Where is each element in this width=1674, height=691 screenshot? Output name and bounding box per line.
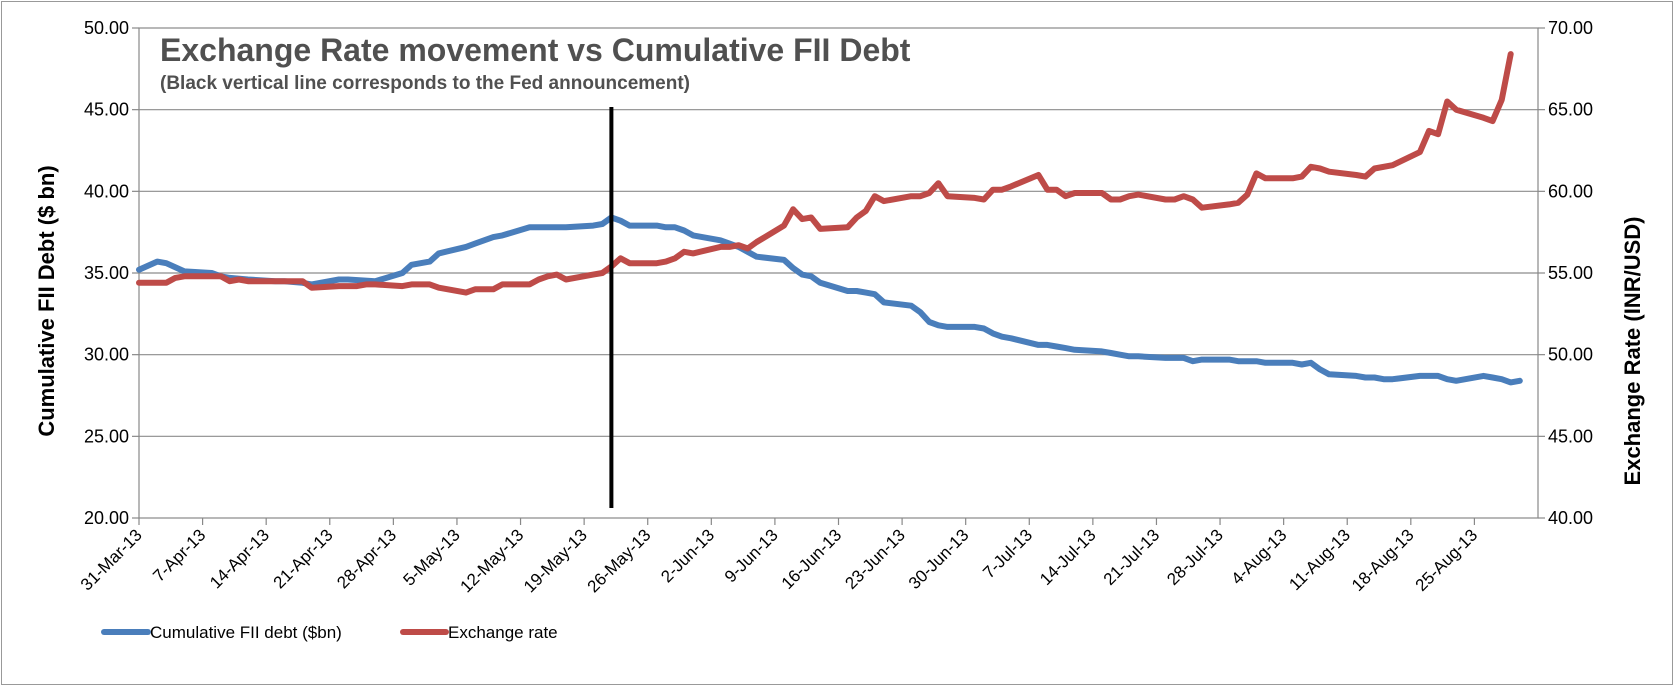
y-tick-label-left: 40.00	[84, 181, 129, 201]
y-tick-label-right: 45.00	[1548, 426, 1593, 446]
y-tick-label-right: 50.00	[1548, 345, 1593, 365]
y-tick-label-left: 25.00	[84, 426, 129, 446]
y-tick-label-left: 35.00	[84, 263, 129, 283]
series-line-fii-debt	[136, 214, 1523, 386]
y-axis-title-right: Exchange Rate (INR/USD)	[1620, 217, 1645, 486]
chart-title: Exchange Rate movement vs Cumulative FII…	[160, 32, 911, 68]
gridlines	[139, 109, 1538, 437]
legend-label-fii-debt: Cumulative FII debt ($bn)	[150, 623, 342, 642]
y-axis-title-left: Cumulative FII Debt ($ bn)	[34, 165, 59, 436]
y-tick-label-left: 50.00	[84, 18, 129, 38]
y-tick-label-left: 30.00	[84, 345, 129, 365]
y-tick-label-left: 20.00	[84, 508, 129, 528]
y-tick-label-right: 40.00	[1548, 508, 1593, 528]
y-tick-label-right: 55.00	[1548, 263, 1593, 283]
y-tick-label-right: 65.00	[1548, 100, 1593, 120]
series-lines	[136, 51, 1523, 386]
series-line-exchange-rate	[136, 51, 1514, 296]
y-tick-label-right: 60.00	[1548, 181, 1593, 201]
legend: Cumulative FII debt ($bn) Exchange rate	[101, 623, 558, 642]
legend-label-exchange-rate: Exchange rate	[448, 623, 558, 642]
y-tick-label-left: 45.00	[84, 100, 129, 120]
y-tick-label-right: 70.00	[1548, 18, 1593, 38]
chart-subtitle: (Black vertical line corresponds to the …	[160, 73, 690, 94]
